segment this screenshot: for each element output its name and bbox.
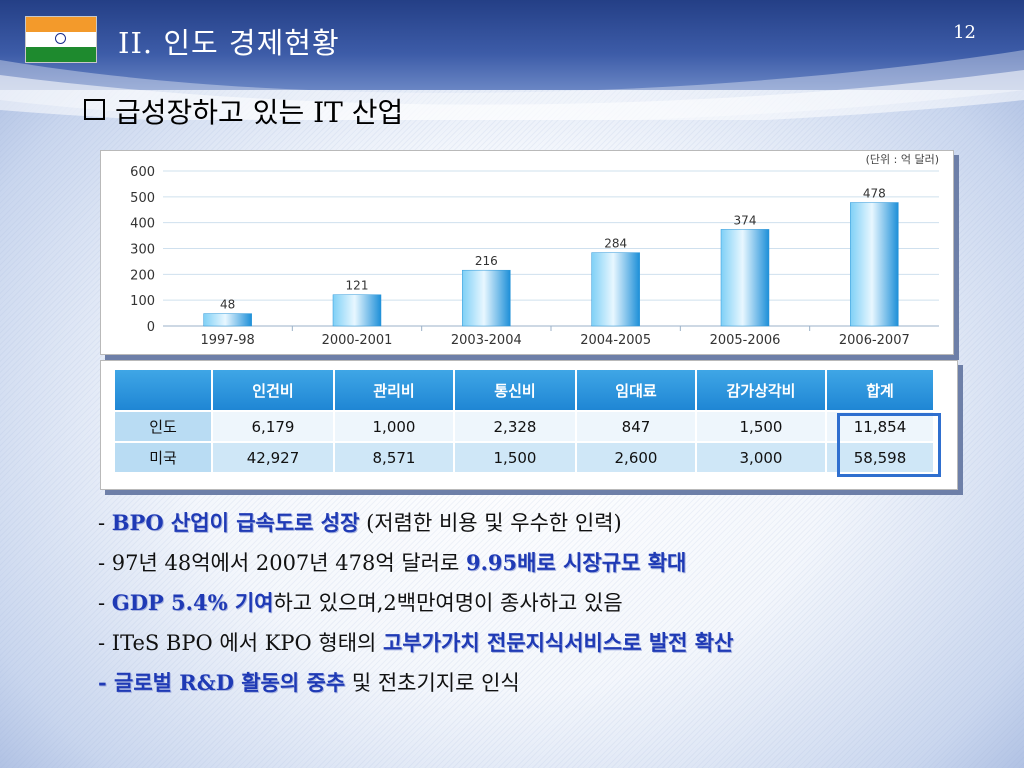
bullet-item: - 97년 48억에서 2007년 478억 달러로 9.95배로 시장규모 확…	[98, 543, 733, 583]
bullet-text: -	[98, 591, 112, 615]
y-tick-label: 200	[130, 268, 155, 283]
table-header-cell: 관리비	[335, 370, 453, 410]
page-number: 12	[953, 22, 976, 43]
total-column-highlight	[837, 413, 941, 477]
bar	[720, 229, 770, 327]
it-revenue-chart: 0 100 200 300 400 500 600 48 1997-98 121 2000-2001…	[100, 150, 954, 355]
table-header-cell: 합계	[827, 370, 933, 410]
y-tick-label: 100	[130, 294, 155, 309]
table-header-cell: 감가상각비	[697, 370, 825, 410]
table-cell-total: 58,598	[827, 443, 933, 472]
x-tick-label: 2003-2004	[451, 333, 522, 348]
table-header-cell: 임대료	[577, 370, 695, 410]
y-tick-label: 500	[130, 191, 155, 206]
bar	[203, 313, 252, 327]
table-header-cell: 통신비	[455, 370, 575, 410]
row-label-usa: 미국	[115, 443, 211, 472]
table-cell: 847	[577, 412, 695, 441]
y-tick-label: 600	[130, 165, 155, 180]
bullet-text: -	[98, 511, 112, 535]
bar-value-label: 216	[475, 254, 498, 268]
y-tick-label: 400	[130, 217, 155, 232]
table-cell: 42,927	[213, 443, 333, 472]
checkbox-square-icon	[84, 99, 105, 120]
cost-comparison-table-box: 인건비 관리비 통신비 임대료 감가상각비 합계 인도 6,179 1,000 …	[100, 360, 958, 490]
table-cell: 1,500	[697, 412, 825, 441]
cost-comparison-table: 인건비 관리비 통신비 임대료 감가상각비 합계 인도 6,179 1,000 …	[113, 368, 935, 474]
section-heading-text: 급성장하고 있는 IT 산업	[115, 96, 404, 129]
table-cell: 2,328	[455, 412, 575, 441]
bullet-list: - BPO 산업이 급속도로 성장 (저렴한 비용 및 우수한 인력) - 97년…	[98, 503, 733, 703]
bar-value-label: 284	[604, 237, 627, 251]
table-cell: 8,571	[335, 443, 453, 472]
bar	[591, 252, 640, 327]
table-cell: 2,600	[577, 443, 695, 472]
bullet-highlight-text: 9.95배로 시장규모 확대	[466, 550, 687, 575]
header-swoosh	[0, 50, 1024, 120]
section-heading: 급성장하고 있는 IT 산업	[84, 91, 403, 131]
bullet-highlight-text: 고부가가치 전문지식서비스로 발전 확산	[383, 630, 734, 655]
bullet-item: - BPO 산업이 급속도로 성장 (저렴한 비용 및 우수한 인력)	[98, 503, 733, 543]
bar-value-label: 374	[734, 213, 757, 227]
bar	[332, 294, 382, 327]
x-tick-label: 1997-98	[201, 333, 255, 348]
bullet-text: 및 전초기지로 인식	[345, 671, 520, 695]
y-tick-label: 0	[147, 320, 155, 335]
row-label-india: 인도	[115, 412, 211, 441]
bar-value-label: 121	[346, 279, 369, 293]
bullet-highlight-text: GDP 5.4% 기여	[111, 590, 274, 615]
table-header-cell	[115, 370, 211, 410]
table-cell-total: 11,854	[827, 412, 933, 441]
bar-value-label: 478	[863, 187, 886, 201]
table-cell: 1,500	[455, 443, 575, 472]
bar-value-label: 48	[220, 298, 235, 312]
table-cell: 6,179	[213, 412, 333, 441]
bar	[850, 202, 899, 327]
x-tick-label: 2000-2001	[322, 333, 393, 348]
india-flag-icon	[25, 16, 97, 63]
bullet-text: (저렴한 비용 및 우수한 인력)	[359, 511, 622, 535]
ashoka-chakra-icon	[55, 33, 66, 44]
chart-unit-note: (단위 : 억 달러)	[866, 153, 939, 166]
bullet-text: - ITeS BPO 에서 KPO 형태의	[98, 631, 384, 655]
header-band	[0, 0, 1024, 90]
x-tick-label: 2004-2005	[580, 333, 651, 348]
table-cell: 1,000	[335, 412, 453, 441]
table-header-cell: 인건비	[213, 370, 333, 410]
bar-chart-svg: 0 100 200 300 400 500 600 48 1997-98 121 2000-2001…	[130, 153, 939, 348]
bullet-item: - 글로벌 R&D 활동의 중추 및 전초기지로 인식	[98, 663, 733, 703]
y-tick-label: 300	[130, 243, 155, 258]
slide-title: II. 인도 경제현황	[118, 26, 340, 60]
table-header-row: 인건비 관리비 통신비 임대료 감가상각비 합계	[115, 370, 933, 410]
bullet-item: - ITeS BPO 에서 KPO 형태의 고부가가치 전문지식서비스로 발전 …	[98, 623, 733, 663]
bullet-text: - 97년 48억에서 2007년 478억 달러로	[98, 551, 466, 575]
x-tick-label: 2006-2007	[839, 333, 910, 348]
bullet-highlight-text: - 글로벌 R&D 활동의 중추	[98, 670, 346, 695]
x-tick-label: 2005-2006	[710, 333, 781, 348]
table-row: 인도 6,179 1,000 2,328 847 1,500 11,854	[115, 412, 933, 441]
bullet-item: - GDP 5.4% 기여하고 있으며,2백만여명이 종사하고 있음	[98, 583, 733, 623]
table-cell: 3,000	[697, 443, 825, 472]
bullet-text: 하고 있으며,2백만여명이 종사하고 있음	[273, 591, 623, 615]
bar	[462, 269, 511, 327]
table-row: 미국 42,927 8,571 1,500 2,600 3,000 58,598	[115, 443, 933, 472]
bullet-highlight-text: BPO 산업이 급속도로 성장	[111, 510, 360, 535]
